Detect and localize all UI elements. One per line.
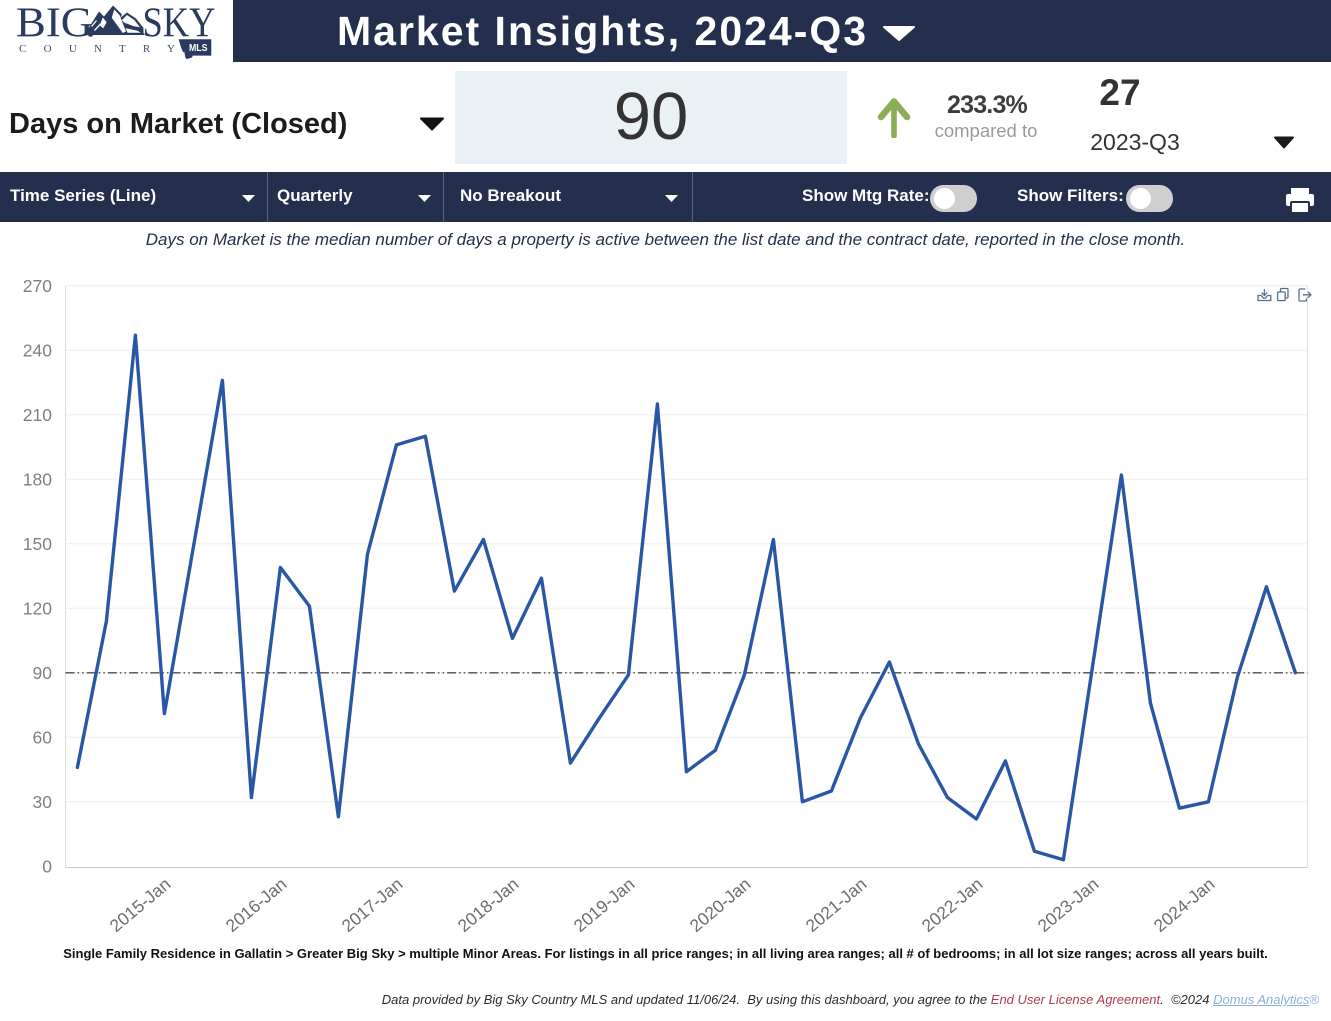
svg-text:BIG: BIG bbox=[16, 1, 93, 47]
svg-text:2024-Jan: 2024-Jan bbox=[1150, 874, 1219, 936]
svg-text:240: 240 bbox=[23, 340, 52, 360]
svg-text:0: 0 bbox=[42, 856, 52, 876]
svg-text:30: 30 bbox=[33, 792, 53, 812]
svg-text:2015-Jan: 2015-Jan bbox=[106, 874, 175, 936]
svg-text:210: 210 bbox=[23, 405, 52, 425]
svg-text:2018-Jan: 2018-Jan bbox=[454, 874, 523, 936]
svg-text:MLS: MLS bbox=[189, 42, 208, 54]
svg-text:2021-Jan: 2021-Jan bbox=[802, 874, 871, 936]
svg-text:2019-Jan: 2019-Jan bbox=[570, 874, 639, 936]
svg-text:90: 90 bbox=[33, 663, 53, 683]
svg-text:2023-Jan: 2023-Jan bbox=[1034, 874, 1103, 936]
svg-text:180: 180 bbox=[23, 469, 52, 489]
svg-text:150: 150 bbox=[23, 534, 52, 554]
svg-text:2022-Jan: 2022-Jan bbox=[918, 874, 987, 936]
svg-text:2016-Jan: 2016-Jan bbox=[222, 874, 291, 936]
svg-text:270: 270 bbox=[23, 276, 52, 296]
svg-text:2017-Jan: 2017-Jan bbox=[338, 874, 407, 936]
svg-text:SKY: SKY bbox=[143, 1, 216, 47]
svg-text:2020-Jan: 2020-Jan bbox=[686, 874, 755, 936]
svg-text:60: 60 bbox=[33, 727, 53, 747]
svg-text:120: 120 bbox=[23, 598, 52, 618]
